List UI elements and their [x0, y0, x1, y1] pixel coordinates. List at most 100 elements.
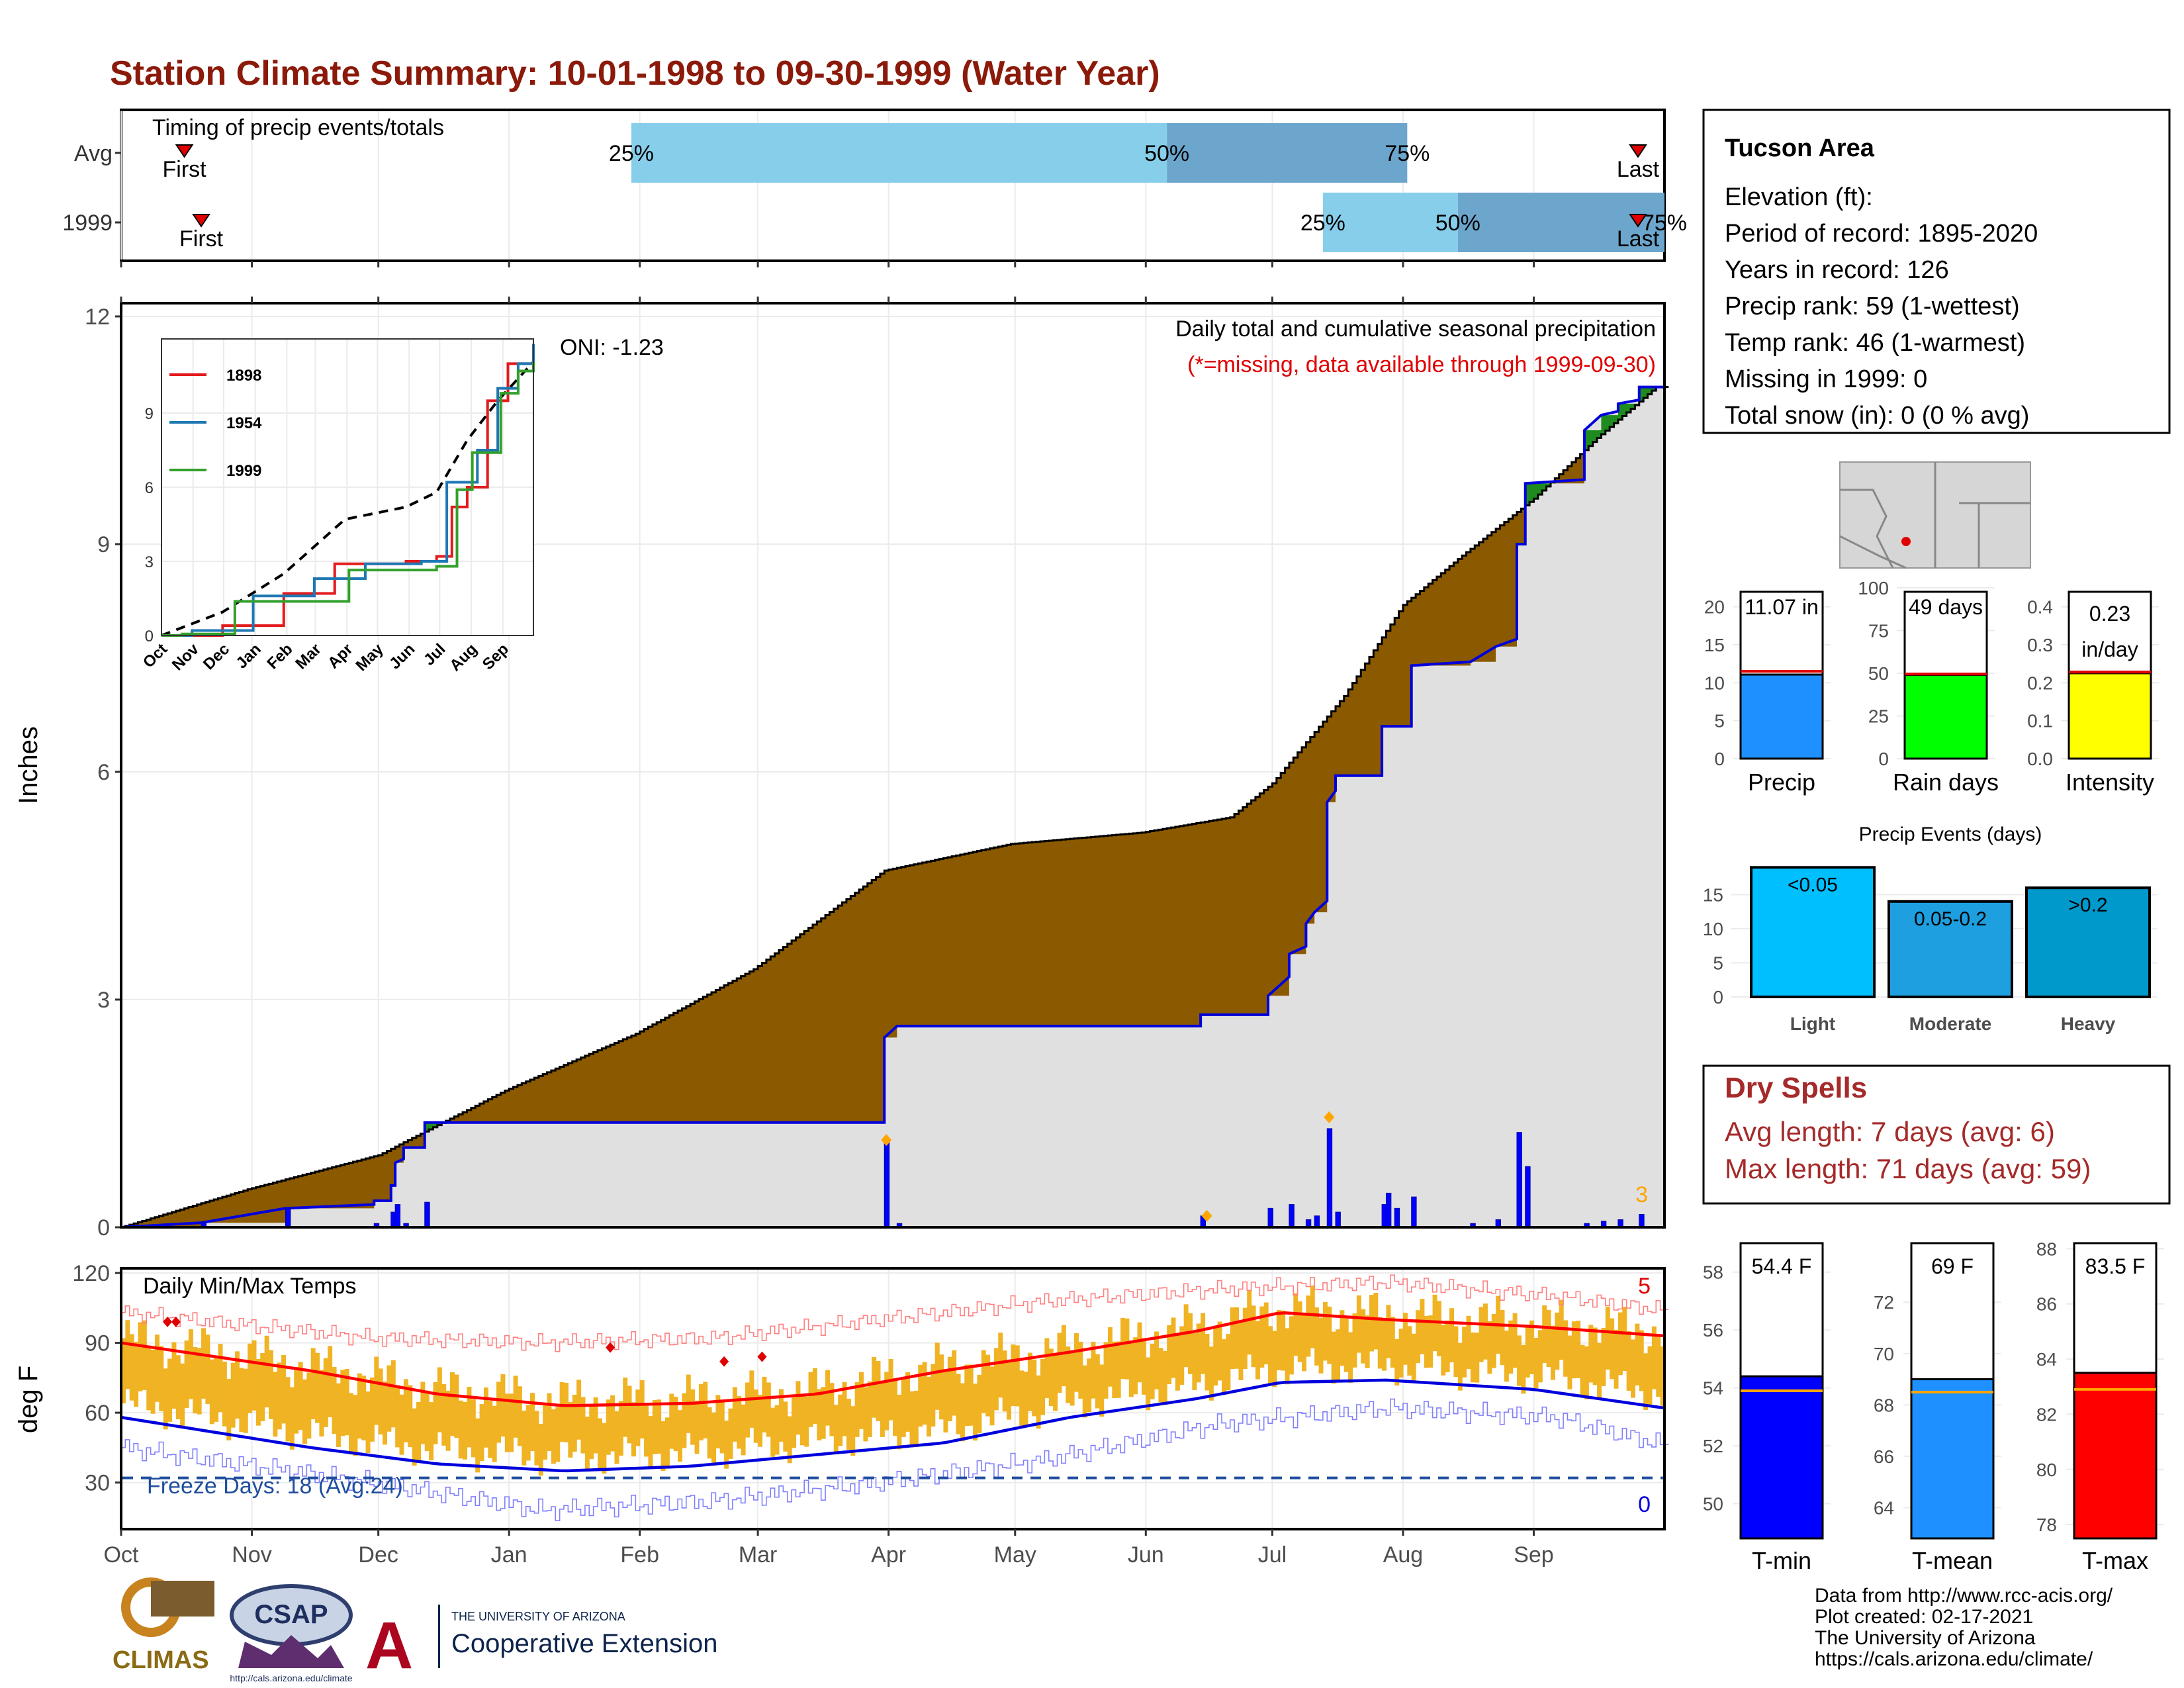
daily-temp-bar: [1289, 1316, 1294, 1375]
first-event-label: First: [179, 226, 224, 252]
timing-p75-label: 75%: [1385, 141, 1430, 166]
daily-temp-bar: [1032, 1359, 1037, 1417]
daily-temp-bar: [1162, 1350, 1167, 1405]
daily-temp-bar: [1306, 1295, 1311, 1357]
daily-temp-bar: [850, 1406, 856, 1456]
daily-temp-bar: [964, 1364, 970, 1427]
daily-temp-bar: [1516, 1335, 1522, 1386]
temp-ylabel: deg F: [14, 1366, 43, 1433]
daily-temp-bar: [737, 1396, 742, 1449]
daily-temp-bar: [243, 1368, 248, 1433]
events-ytick: 0: [1713, 987, 1723, 1008]
daily-temp-bar: [846, 1399, 851, 1450]
daily-temp-bar: [1462, 1327, 1467, 1378]
daily-temp-bar: [1424, 1315, 1429, 1368]
daily-temp-bar: [125, 1320, 130, 1389]
timing-label: Timing of precip events/totals: [152, 115, 444, 140]
daily-temp-bar: [1597, 1342, 1602, 1398]
daily-temp-bar: [230, 1362, 236, 1428]
daily-temp-bar: [1201, 1313, 1206, 1374]
daily-temp-bar: [774, 1405, 780, 1455]
timing-panel: Avg 25% 50% 75% First Last 1999 25% 50% 75% First L…: [62, 109, 1687, 267]
temp-panel: 30 60 90 120 deg F Daily Min/Max Temps Free…: [14, 1261, 1669, 1530]
daily-temp-bar: [412, 1408, 417, 1466]
daily-temp-bar: [876, 1361, 881, 1421]
temp-bar-label: T-min: [1752, 1547, 1811, 1574]
mini-bar-label: Intensity: [2066, 769, 2154, 796]
daily-temp-bar: [1402, 1313, 1408, 1365]
mini-bar-value-label: 11.07 in: [1745, 595, 1819, 619]
daily-temp-bar: [968, 1364, 974, 1426]
daily-temp-bar: [1343, 1318, 1349, 1372]
daily-temp-bar: [817, 1389, 822, 1440]
daily-temp-bar: [1428, 1315, 1433, 1368]
daily-temp-bar: [960, 1383, 965, 1442]
event-bar-tag: >0.2: [2068, 894, 2107, 916]
daily-temp-bar: [1082, 1365, 1087, 1418]
daily-temp-bar: [437, 1367, 442, 1432]
daily-temp-bar: [458, 1400, 463, 1459]
min-count: 0: [1638, 1492, 1651, 1517]
daily-temp-bar: [1327, 1306, 1332, 1364]
temp-bar-ytick: 84: [2036, 1349, 2057, 1370]
daily-temp-bar: [1605, 1307, 1610, 1370]
daily-temp-bar: [606, 1399, 611, 1455]
daily-temp-bar: [808, 1372, 813, 1427]
timing-bar-50-75: [1167, 123, 1408, 183]
daily-temp-bar: [745, 1382, 750, 1438]
dry-avg-length: Avg length: 7 days (avg: 6): [1725, 1116, 2055, 1147]
daily-temp-bar: [804, 1396, 809, 1447]
inset-legend-label: 1954: [226, 414, 262, 432]
daily-temp-bar: [1137, 1322, 1142, 1383]
daily-temp-bar: [559, 1382, 565, 1442]
daily-temp-bar: [648, 1416, 653, 1468]
daily-temp-bar: [989, 1366, 995, 1426]
daily-temp-bar: [812, 1368, 817, 1424]
daily-temp-bar: [323, 1358, 328, 1427]
daily-temp-bar: [1040, 1359, 1045, 1415]
timing-p25-label: 25%: [609, 141, 654, 166]
daily-temp-bar: [1466, 1315, 1471, 1369]
daily-temp-bar: [838, 1394, 843, 1446]
mini-bar-ytick: 0.3: [2027, 635, 2053, 655]
ua-extension: Cooperative Extension: [451, 1629, 717, 1658]
daily-temp-bar: [1457, 1342, 1463, 1391]
daily-temp-bar: [1103, 1342, 1109, 1399]
daily-temp-bar: [467, 1386, 472, 1448]
daily-temp-bar: [1382, 1320, 1387, 1371]
footer-line: Plot created: 02-17-2021: [1815, 1606, 2033, 1628]
month-axis: Oct Nov Dec Jan Feb Mar Apr May Jun Jul Aug Sep: [104, 297, 1554, 1568]
temp-frame: [120, 1267, 1666, 1530]
daily-temp-bar: [1563, 1320, 1569, 1377]
daily-temp-bar: [1087, 1358, 1092, 1412]
daily-temp-bar: [1373, 1292, 1379, 1350]
daily-temp-bar: [707, 1407, 712, 1459]
climas-land-icon: [151, 1581, 214, 1617]
daily-temp-bar: [1192, 1333, 1197, 1391]
daily-temp-bar: [1285, 1328, 1290, 1385]
daily-temp-bar: [1647, 1346, 1653, 1405]
daily-temp-bar: [193, 1346, 198, 1414]
daily-temp-bar: [433, 1382, 438, 1444]
daily-temp-bar: [1453, 1326, 1459, 1377]
mini-bar-ytick: 0.1: [2027, 711, 2053, 731]
event-bar: [1750, 866, 1876, 999]
daily-temp-bar: [138, 1322, 143, 1391]
ua-block-a-icon: A: [365, 1609, 413, 1683]
mini-bar-ytick: 75: [1868, 621, 1889, 641]
daily-temp-bar: [1546, 1309, 1551, 1368]
daily-temp-bar: [998, 1333, 1003, 1398]
daily-temp-bar: [239, 1368, 244, 1432]
daily-temp-bar: [939, 1354, 944, 1420]
daily-temp-bar: [1015, 1345, 1020, 1407]
first-event-marker: [175, 144, 194, 158]
daily-temp-bar: [538, 1423, 543, 1476]
daily-temp-bar: [298, 1362, 303, 1430]
daily-temp-bar: [1281, 1310, 1286, 1371]
daily-temp-bar: [175, 1355, 181, 1420]
month-label: Jun: [1128, 1542, 1164, 1568]
temperature-bar-charts: 50 52 54 56 58 54.4 F T-min 64 66 68 70 72 69 F T-mea…: [1703, 1239, 2164, 1574]
daily-temp-bar: [880, 1380, 885, 1437]
last-event-marker: [1629, 214, 1647, 228]
footer-line: Data from http://www.rcc-acis.org/: [1815, 1585, 2113, 1607]
